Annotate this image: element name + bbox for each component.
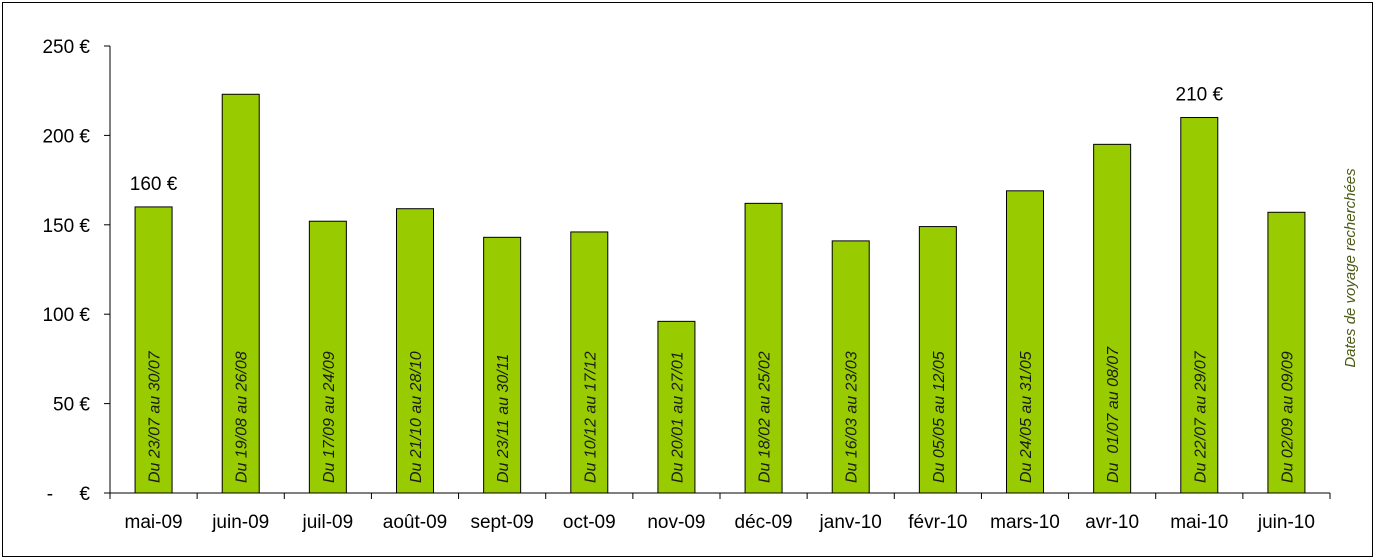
x-tick-label: nov-09 [647,512,705,533]
x-tick-label: juin-10 [1257,512,1315,533]
bar [308,220,347,494]
y-tick-label: 50 € [53,395,90,416]
bar-date-label: Du 01/07 au 08/07 [1105,346,1122,483]
bar [918,226,957,494]
bar [134,206,173,494]
y-tick-label: 150 € [42,216,90,237]
bar-date-label: Du 10/12 au 17/12 [582,351,599,483]
bar [1180,117,1219,494]
bar-date-label: Du 19/08 au 26/08 [234,351,251,483]
bar [483,236,522,494]
bar-date-label: Du 23/11 au 30/11 [495,354,512,483]
bar-date-label: Du 05/05 au 12/05 [931,351,948,483]
bar-date-label: Du 16/03 au 23/03 [844,351,861,483]
x-tick-label: mai-09 [125,512,183,533]
bar [657,320,696,494]
x-tick-label: août-09 [383,512,447,533]
bar [570,231,609,494]
bar-date-label: Du 21/10 au 28/10 [408,351,425,483]
y-tick-label: 100 € [42,305,90,326]
y-tick-label: - € [47,484,91,505]
x-tick-label: sept-09 [470,512,533,533]
x-tick-label: févr-10 [908,512,967,533]
bar [396,208,434,494]
y-tick-label: 250 € [42,37,90,58]
data-labels: 160 € 210 € [130,85,1224,195]
x-tick-label: mai-10 [1170,512,1228,533]
y-axis: - € 50 € 100 € 150 € 200 € 250 € [42,37,111,505]
x-tick-label: déc-09 [735,512,793,533]
bar-value-label: 160 € [130,174,178,195]
bar-date-label: Du 17/09 au 24/09 [321,351,338,483]
x-tick-label: mars-10 [990,512,1060,533]
x-tick-label: oct-09 [563,512,616,533]
x-tick-label: juil-09 [302,512,354,533]
bar-date-label: Du 18/02 au 25/02 [757,351,774,483]
bar-date-label: Du 24/05 au 31/05 [1018,351,1035,483]
bar-value-label: 210 € [1176,85,1224,106]
x-tick-label: avr-10 [1085,512,1139,533]
bar-date-label: Du 20/01 au 27/01 [669,351,686,483]
x-tick-label: janv-10 [819,512,882,533]
bar [831,240,870,494]
bar [1267,211,1306,494]
x-tick-label: juin-09 [211,512,269,533]
bar [1006,190,1044,494]
bar-date-label: Du 22/07 au 29/07 [1192,350,1209,483]
y-tick-label: 200 € [42,126,90,147]
bar-date-label: Du 02/09 au 09/09 [1279,351,1296,483]
bars: Du 23/07 au 30/07 Du 19/08 au 26/08 Du 17/… [134,93,1306,494]
x-axis: mai-09 juin-09 juil-09 août-09 sept-09 oct-09… [109,492,1331,533]
bar-date-label: Du 23/07 au 30/07 [147,350,164,483]
secondary-axis-label: Dates de voyage recherchées [1342,168,1359,368]
bar [221,93,260,494]
bar [1093,143,1132,494]
